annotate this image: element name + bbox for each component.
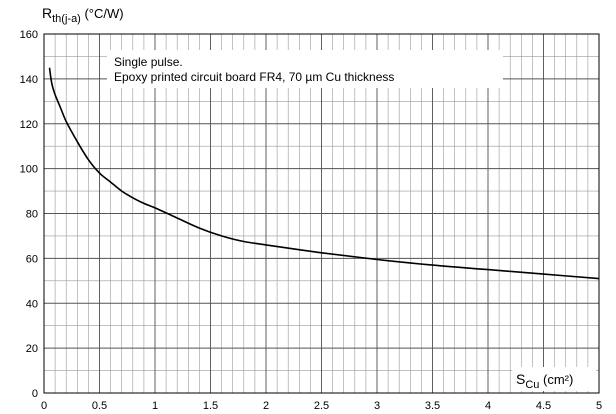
x-axis-title: SCu (cm²) [516,371,573,391]
x-tick-label: 2.5 [314,400,329,412]
x-axis-ticks: 0 0.5 1 1.5 2 2.5 3 3.5 4 4.5 5 [41,400,602,412]
y-axis-title-sub: th(j-a) [52,13,81,25]
x-tick-label: 1 [152,400,158,412]
x-axis-title-main: S [516,371,525,387]
x-axis-title-group: SCu (cm²) [512,367,596,391]
x-tick-label: 5 [596,400,602,412]
y-tick-label: 140 [20,74,38,86]
y-tick-label: 40 [26,298,38,310]
x-tick-label: 4.5 [536,400,551,412]
y-tick-label: 100 [20,164,38,176]
x-axis-title-sub: Cu [525,379,539,391]
x-axis-title-unit: (cm²) [539,372,573,387]
y-axis-title-main: R [42,5,52,21]
annotation-background [107,50,503,88]
x-tick-label: 3.5 [425,400,440,412]
x-tick-label: 4 [485,400,491,412]
y-axis-ticks: 0 20 40 60 80 100 120 140 160 [20,29,38,400]
y-tick-label: 120 [20,119,38,131]
plot-frame [43,33,600,394]
series-line-0 [48,67,600,280]
x-tick-label: 2 [263,400,269,412]
y-tick-label: 80 [26,209,38,221]
y-tick-label: 60 [26,253,38,265]
y-tick-label: 20 [26,343,38,355]
series-layer [48,67,600,280]
x-tick-label: 3 [374,400,380,412]
annotation-line-1: Single pulse. [114,55,183,69]
x-tick-label: 0 [41,400,47,412]
y-tick-label: 160 [20,29,38,41]
y-axis-title: Rth(j-a) (°C/W) [42,5,124,25]
y-tick-label: 0 [32,388,38,400]
y-axis-title-unit: (°C/W) [81,6,124,21]
annotation-box: Single pulse. Epoxy printed circuit boar… [107,50,503,88]
x-tick-label: 0.5 [92,400,107,412]
annotation-line-2: Epoxy printed circuit board FR4, 70 µm C… [114,70,394,84]
x-axis-title-background [512,367,596,391]
x-tick-label: 1.5 [203,400,218,412]
